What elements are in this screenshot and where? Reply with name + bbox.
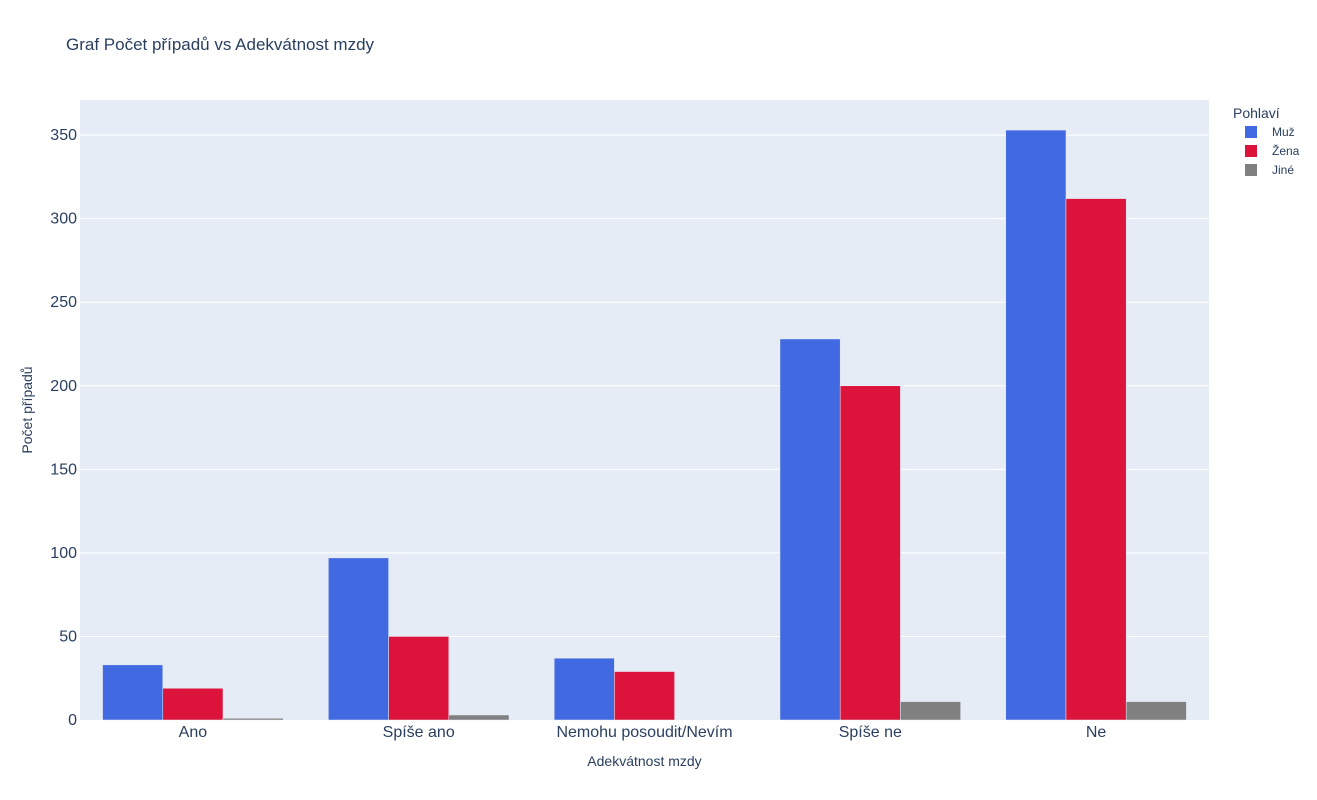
- y-tick-label: 0: [68, 712, 77, 729]
- bar-žena-0[interactable]: [162, 687, 224, 721]
- legend-label-jiné[interactable]: Jiné: [1272, 163, 1294, 177]
- x-tick-label: Ano: [179, 724, 208, 741]
- chart-title: Graf Počet případů vs Adekvátnost mzdy: [66, 35, 375, 54]
- legend[interactable]: Pohlaví Muž Žena Jiné: [1233, 105, 1300, 177]
- bar-žena-3[interactable]: [839, 385, 901, 721]
- y-tick-label: 50: [59, 628, 77, 645]
- bar-žena-1[interactable]: [388, 636, 450, 721]
- legend-swatch-jiné[interactable]: [1245, 164, 1257, 176]
- bar-jiné-1[interactable]: [448, 714, 510, 721]
- bar-jiné-4[interactable]: [1125, 701, 1187, 721]
- legend-title: Pohlaví: [1233, 105, 1280, 121]
- x-axis-title: Adekvátnost mzdy: [587, 753, 701, 769]
- bar-jiné-0[interactable]: [222, 718, 284, 721]
- y-tick-label: 350: [50, 127, 77, 144]
- bar-jiné-3[interactable]: [900, 701, 961, 721]
- bar-žena-2[interactable]: [614, 671, 675, 721]
- x-tick-label: Spíše ne: [839, 724, 902, 741]
- bar-muž-1[interactable]: [328, 557, 389, 721]
- legend-swatch-muž[interactable]: [1245, 126, 1257, 138]
- bar-žena-4[interactable]: [1065, 198, 1127, 721]
- bar-muž-0[interactable]: [102, 664, 164, 721]
- legend-swatch-žena[interactable]: [1245, 145, 1257, 157]
- x-tick-label: Spíše ano: [383, 724, 455, 741]
- bar-muž-3[interactable]: [779, 338, 841, 721]
- y-tick-label: 200: [50, 378, 77, 395]
- x-tick-label: Ne: [1086, 724, 1107, 741]
- x-tick-label: Nemohu posoudit/Nevím: [556, 724, 732, 741]
- bar-muž-4[interactable]: [1005, 129, 1067, 721]
- y-tick-label: 300: [50, 211, 77, 228]
- y-tick-label: 150: [50, 461, 77, 478]
- y-tick-label: 100: [50, 545, 77, 562]
- bar-muž-2[interactable]: [553, 657, 615, 721]
- y-axis-title: Počet případů: [19, 366, 35, 453]
- legend-label-žena[interactable]: Žena: [1272, 143, 1300, 158]
- legend-label-muž[interactable]: Muž: [1272, 125, 1295, 139]
- y-tick-label: 250: [50, 294, 77, 311]
